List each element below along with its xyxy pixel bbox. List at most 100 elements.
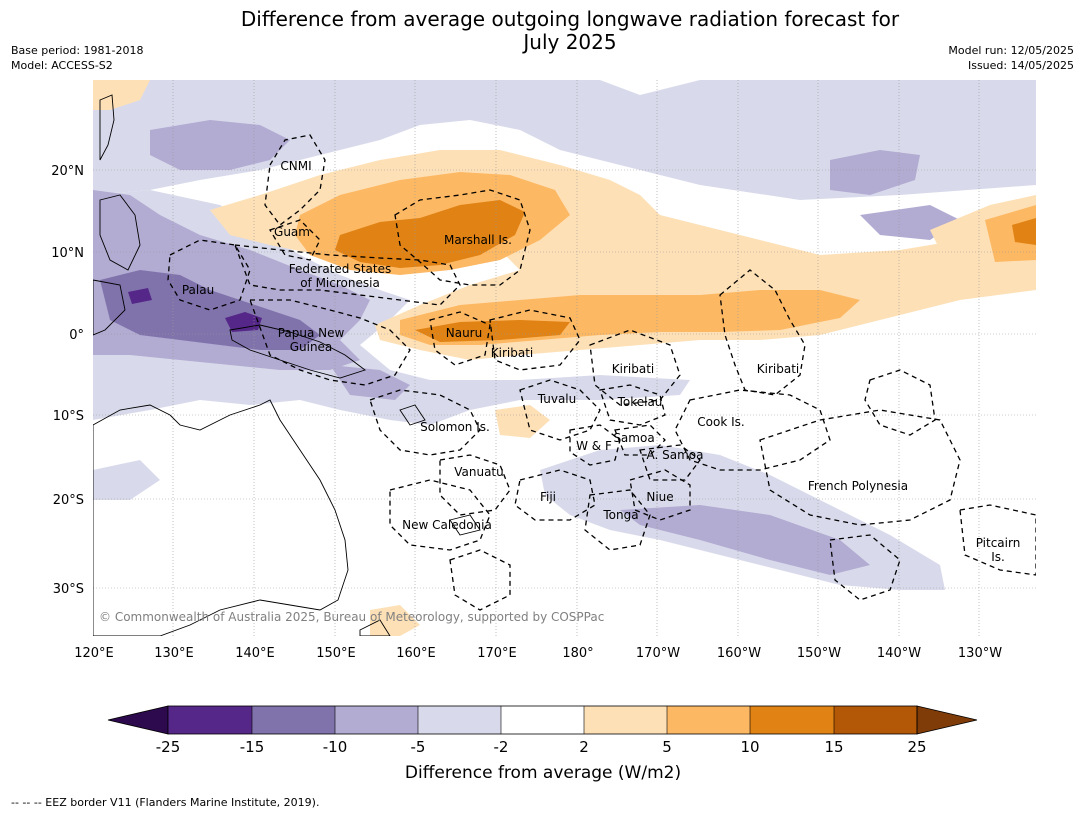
eez-fiji [514, 469, 596, 521]
label-vanuatu: Vanuatu [454, 465, 504, 479]
eez-marquesas [864, 369, 936, 436]
northwest-light-orange [93, 80, 150, 110]
x-tick-170w: 170°W [636, 646, 680, 661]
coral-sea-purple [330, 365, 410, 400]
south-pacific-medium-purple [620, 505, 870, 575]
cb-tick-2: -15 [240, 738, 265, 756]
x-tick-150e: 150°E [316, 646, 356, 661]
issued-date: Issued: 14/05/2025 [967, 59, 1074, 72]
label-pitcairn-line2: Is. [991, 550, 1005, 564]
eez-french-polynesia [759, 409, 961, 526]
philippines-coast [99, 194, 141, 271]
label-samoa: Samoa [613, 431, 654, 445]
marshall-dark-orange [335, 200, 525, 268]
colorbar-bin-8 [750, 706, 834, 734]
cb-tick-6: 2 [579, 738, 589, 756]
label-french-polynesia: French Polynesia [808, 479, 908, 493]
eez-tokelau [599, 384, 666, 426]
eez-kiribati-east [719, 269, 806, 396]
label-fsm-line2: of Micronesia [300, 276, 380, 290]
taiwan-coast [99, 94, 115, 161]
eez-kiribati-west [489, 309, 581, 371]
colorbar-bin-5 [501, 706, 584, 734]
label-tuvalu: Tuvalu [537, 392, 577, 406]
colorbar-bin-1 [168, 706, 252, 734]
label-cnmi: CNMI [280, 159, 311, 173]
label-tokelau: Tokelau [617, 395, 663, 409]
eez-palau [167, 239, 251, 311]
colorbar: -25 -15 -10 -5 -2 2 5 10 15 25 Differenc… [107, 705, 978, 783]
australia-north-purple [93, 460, 160, 500]
y-tick-20s: 20°S [53, 493, 84, 508]
anomaly-deep-purple [128, 288, 262, 332]
x-tick-130e: 130°E [154, 646, 194, 661]
x-tick-120e: 120°E [74, 646, 114, 661]
australia-coast [93, 399, 349, 636]
base-period: Base period: 1981-2018 [11, 44, 144, 57]
deep-purple-core-1 [225, 312, 262, 332]
eez-cook [674, 389, 831, 471]
label-palau: Palau [182, 283, 214, 297]
eez-austral [829, 534, 901, 601]
y-tick-0: 0° [69, 328, 84, 343]
label-kiribati-east: Kiribati [757, 362, 799, 376]
eez-wf [569, 424, 621, 466]
cb-tick-7: 5 [662, 738, 672, 756]
north-east-purple-1 [830, 150, 920, 195]
label-nauru: Nauru [446, 326, 482, 340]
colorbar-dividers [251, 706, 835, 734]
colorbar-extend-low [107, 705, 169, 735]
y-tick-10s: 10°S [53, 409, 84, 424]
colorbar-ticks: -25 -15 -10 -5 -2 2 5 10 15 25 [156, 738, 927, 756]
x-tick-150w: 150°W [797, 646, 841, 661]
label-guam: Guam [274, 225, 310, 239]
eez-marshall [394, 189, 531, 286]
borneo-coast [93, 279, 126, 336]
eez-cnmi [264, 134, 326, 226]
label-wf: W & F [576, 439, 612, 453]
east-orange [985, 205, 1036, 262]
model-run: Model run: 12/05/2025 [948, 44, 1074, 57]
colorbar-bin-9 [834, 706, 917, 734]
label-fiji: Fiji [540, 490, 556, 504]
eez-nauru [429, 311, 491, 366]
model-name: Model: ACCESS-S2 [11, 59, 113, 72]
eez-norfolk [449, 549, 511, 611]
cb-tick-4: -5 [411, 738, 426, 756]
eez-footnote: -- -- -- EEZ border V11 (Flanders Marine… [11, 796, 320, 809]
x-tick-130w: 130°W [958, 646, 1002, 661]
label-marshall: Marshall Is. [444, 233, 512, 247]
label-fsm-line1: Federated States [289, 262, 391, 276]
x-tick-170e: 170°E [477, 646, 517, 661]
label-new-caledonia: New Caledonia [402, 518, 492, 532]
eez-fsm [234, 244, 461, 306]
north-purple-band [93, 80, 1036, 200]
deep-purple-core-2 [128, 288, 152, 304]
label-cook: Cook Is. [697, 415, 744, 429]
x-axis-ticks: 120°E 130°E 140°E 150°E 160°E 170°E 180°… [74, 646, 1002, 661]
label-am-samoa: A. Samoa [647, 448, 704, 462]
anomaly-dark-orange [335, 200, 1036, 342]
y-tick-30s: 30°S [53, 582, 84, 597]
meta-left: Base period: 1981-2018 Model: ACCESS-S2 [11, 43, 143, 73]
philippine-sea-purple [150, 120, 290, 170]
colorbar-frame [167, 705, 918, 735]
coastlines [93, 94, 481, 636]
new-caledonia-coast [449, 514, 481, 536]
eez-samoa [614, 424, 666, 456]
meta-right: Model run: 12/05/2025 Issued: 14/05/2025 [948, 43, 1074, 73]
eez-kiribati-central [589, 329, 681, 406]
x-tick-180: 180° [562, 646, 593, 661]
tuvalu-light-orange [495, 405, 550, 438]
label-tonga: Tonga [602, 508, 638, 522]
png-dark-purple [100, 270, 320, 350]
colorbar-extend-high [916, 705, 978, 735]
label-png-line2: Guinea [290, 340, 333, 354]
title-line-1: Difference from average outgoing longwav… [240, 7, 900, 31]
cb-tick-5: -2 [494, 738, 509, 756]
copyright-notice: © Commonwealth of Australia 2025, Bureau… [99, 610, 604, 624]
label-pitcairn-line1: Pitcairn [976, 536, 1021, 550]
gridlines [93, 80, 1036, 636]
page-title: Difference from average outgoing longwav… [0, 8, 1085, 54]
colorbar-bin-4 [418, 706, 501, 734]
